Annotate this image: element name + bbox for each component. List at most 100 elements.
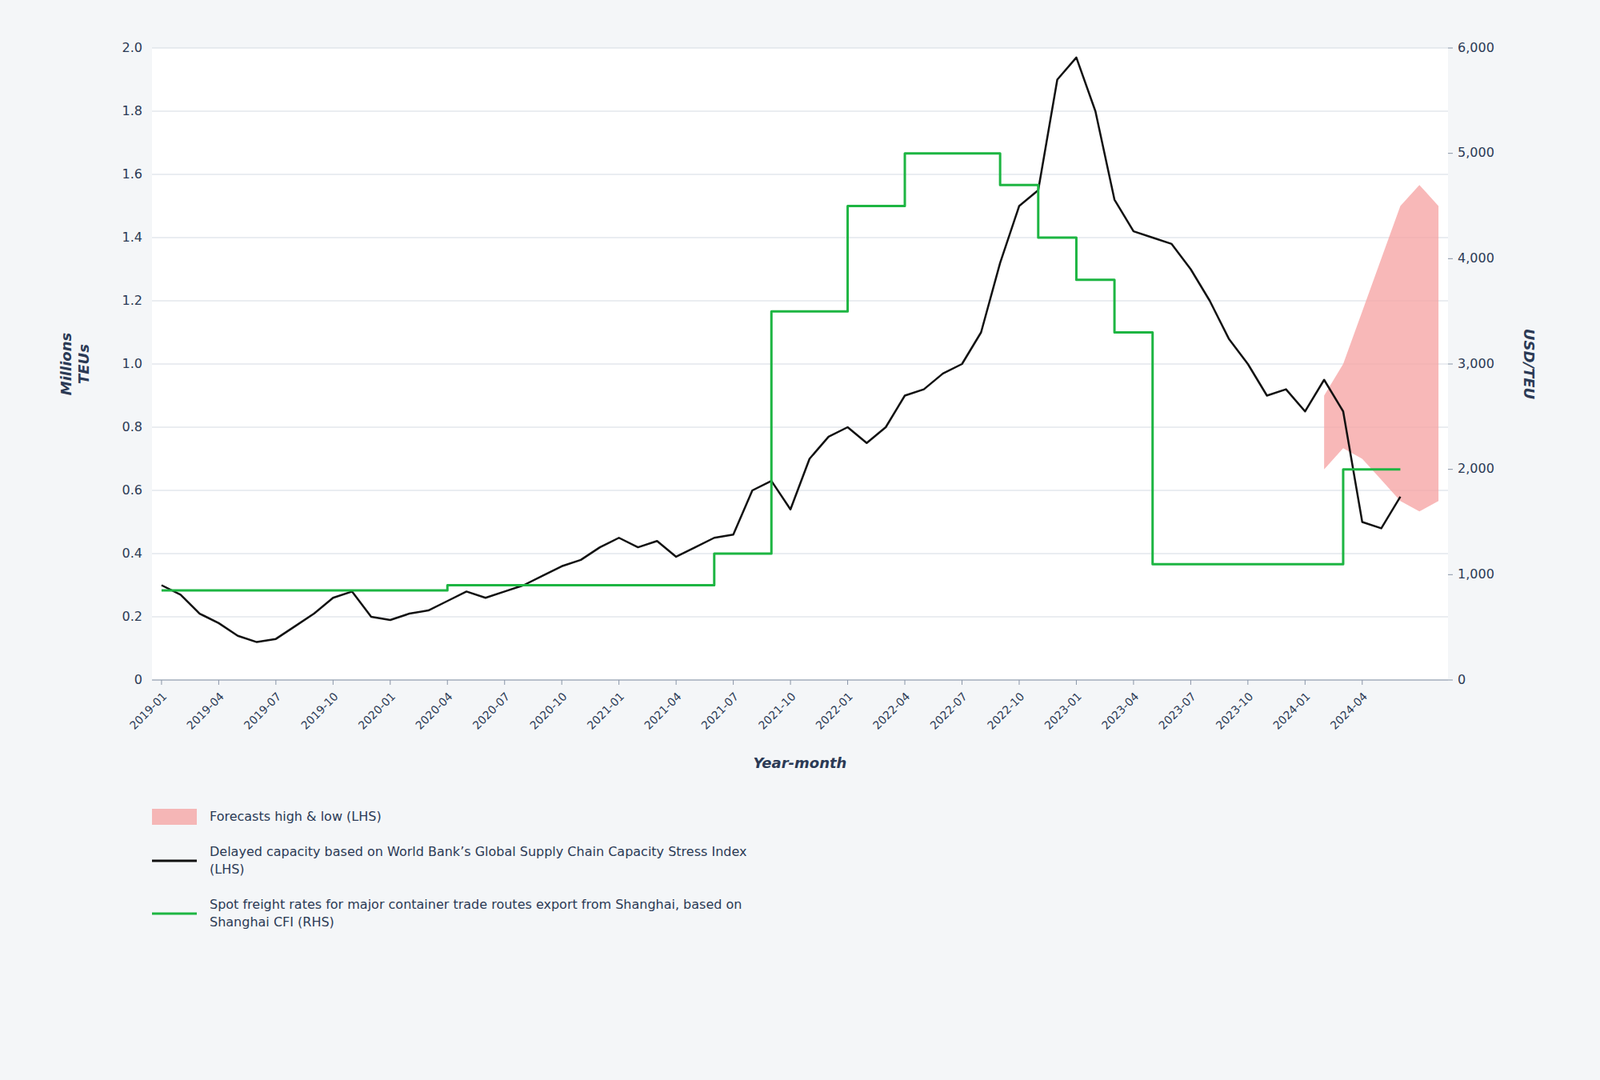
y2-tick — [1448, 258, 1453, 260]
x-tick — [618, 680, 620, 685]
grid-line — [152, 616, 1448, 618]
x-tick-label: 2021-07 — [698, 689, 741, 732]
x-tick — [1247, 680, 1248, 685]
x-tick-label: 2022-10 — [984, 689, 1028, 732]
x-tick-label: 2023-01 — [1041, 689, 1084, 732]
grid-line — [152, 553, 1448, 555]
y2-tick-label: 0 — [1457, 672, 1466, 688]
x-tick-label: 2021-04 — [641, 689, 684, 732]
x-tick — [332, 680, 334, 685]
y-tick-label: 1.6 — [122, 166, 143, 182]
text-line: TEUs — [75, 344, 92, 384]
grid-line — [152, 364, 1448, 365]
y-tick-label: 1.0 — [122, 356, 143, 372]
grid-line — [152, 237, 1448, 239]
x-tick — [1076, 680, 1077, 685]
y2-tick — [1448, 468, 1453, 470]
y2-tick-label: 5,000 — [1457, 144, 1495, 160]
y-tick-label: 0.4 — [122, 545, 143, 561]
y2-tick-label: 6,000 — [1457, 40, 1495, 56]
x-axis-line — [152, 680, 1448, 681]
x-tick-label: 2024-01 — [1270, 689, 1313, 732]
x-tick-label: 2019-01 — [127, 689, 170, 732]
y2-axis-label: USD/TEU — [1520, 328, 1538, 400]
grid-line — [152, 111, 1448, 112]
x-tick — [961, 680, 963, 685]
x-tick — [1132, 680, 1134, 685]
y-tick-label: 1.4 — [122, 229, 143, 245]
step-line — [161, 153, 1401, 591]
y2-tick — [1448, 364, 1453, 365]
grid — [152, 48, 1448, 680]
y-tick-label: 1.2 — [122, 292, 143, 308]
x-tick-label: 2019-10 — [298, 689, 341, 732]
x-tick — [504, 680, 505, 685]
x-tick — [1304, 680, 1306, 685]
x-tick — [389, 680, 391, 685]
y-tick-label: 0.8 — [122, 419, 143, 435]
x-tick-label: 2019-07 — [241, 689, 284, 732]
x-tick — [904, 680, 906, 685]
grid-line — [152, 300, 1448, 302]
x-tick-label: 2021-01 — [584, 689, 627, 732]
legend-swatch — [152, 808, 197, 825]
legend-swatch — [152, 912, 197, 916]
x-tick-label: 2023-07 — [1156, 689, 1199, 732]
line — [161, 57, 1401, 643]
y2-tick-label: 1,000 — [1457, 566, 1495, 582]
text-line: Forecasts high & low (LHS) — [209, 808, 382, 824]
grid-line — [152, 427, 1448, 428]
x-tick-label: 2020-01 — [356, 689, 399, 732]
y-tick-label: 0 — [134, 672, 143, 688]
y-tick-label: 0.2 — [122, 608, 143, 624]
x-tick-label: 2022-01 — [812, 689, 856, 732]
forecast-band — [1324, 184, 1439, 512]
x-tick — [676, 680, 677, 685]
x-tick — [790, 680, 792, 685]
x-tick-label: 2021-10 — [756, 689, 799, 732]
y2-tick — [1448, 680, 1453, 681]
text-line: (LHS) — [209, 861, 245, 877]
text-line: Spot freight rates for major container t… — [209, 896, 742, 912]
plot-area — [152, 48, 1448, 680]
x-tick — [1190, 680, 1192, 685]
y2-tick — [1448, 152, 1453, 154]
x-tick — [218, 680, 220, 685]
y2-tick-label: 3,000 — [1457, 356, 1495, 372]
x-tick — [847, 680, 848, 685]
x-tick — [275, 680, 276, 685]
legend-label: Forecasts high & low (LHS) — [209, 808, 382, 824]
y2-tick — [1448, 574, 1453, 576]
x-tick — [447, 680, 448, 685]
x-tick-label: 2019-04 — [184, 689, 227, 732]
text-line: Millions — [57, 332, 75, 396]
text-line: USD/TEU — [1520, 328, 1538, 400]
x-tick-label: 2022-04 — [870, 689, 913, 732]
y-tick-label: 1.8 — [122, 103, 143, 119]
data-layer — [161, 57, 1439, 643]
grid-line — [152, 490, 1448, 492]
x-tick — [732, 680, 734, 685]
grid-line — [152, 48, 1448, 49]
x-tick-label: 2022-07 — [927, 689, 970, 732]
x-tick-label: 2023-04 — [1099, 689, 1142, 732]
text-line: Shanghai CFI (RHS) — [209, 914, 335, 930]
x-tick — [1361, 680, 1363, 685]
text-line: Delayed capacity based on World Bank’s G… — [209, 844, 747, 860]
y2-tick-label: 4,000 — [1457, 250, 1495, 266]
legend-label: Delayed capacity based on World Bank’s G… — [209, 844, 747, 877]
x-tick-label: 2024-04 — [1328, 689, 1371, 732]
x-tick-label: 2020-04 — [412, 689, 456, 732]
y-tick-label: 0.6 — [122, 482, 143, 498]
legend: Forecasts high & low (LHS) Delayed capaci… — [152, 808, 747, 930]
x-tick-label: 2020-07 — [470, 689, 513, 732]
x-tick-label: 2023-10 — [1213, 689, 1256, 732]
legend-swatch — [152, 860, 197, 863]
y-axis-label: MillionsTEUs — [57, 332, 92, 396]
y2-tick — [1448, 48, 1453, 49]
x-tick — [160, 680, 162, 685]
grid-line — [152, 680, 1448, 681]
grid-line — [152, 174, 1448, 176]
x-tick — [1018, 680, 1020, 685]
x-tick — [561, 680, 563, 685]
